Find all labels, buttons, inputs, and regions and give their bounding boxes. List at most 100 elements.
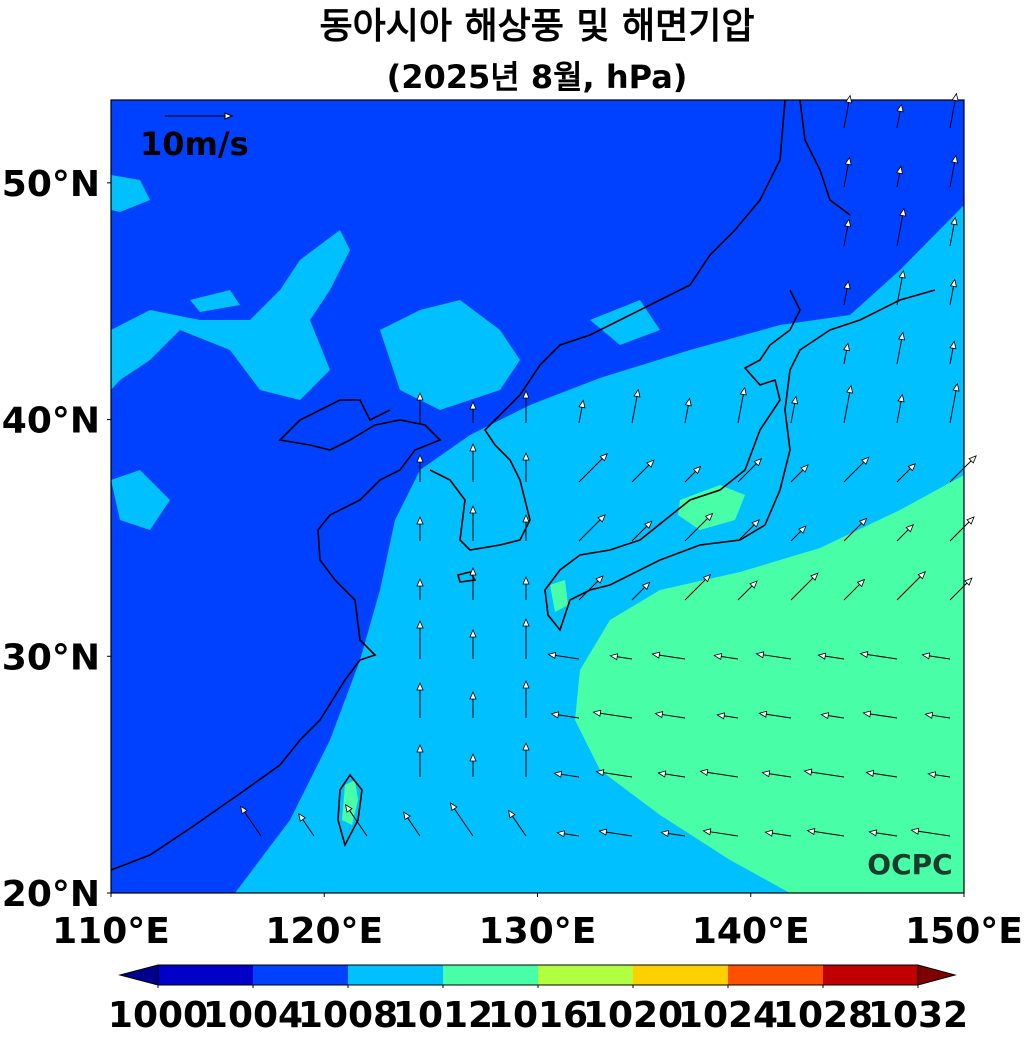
wind-arrow-head: [595, 575, 604, 584]
wind-arrow-head: [469, 400, 477, 410]
colorbar-label: 1020: [583, 995, 683, 1036]
colorbar-segment: [728, 965, 823, 985]
wind-arrow-head: [810, 572, 819, 581]
wind-arrow-shaft: [843, 350, 848, 365]
wind-arrow-head: [907, 462, 917, 472]
wind-arrow-shaft: [631, 396, 638, 424]
coastlines: [111, 100, 936, 871]
wind-arrow-head: [764, 829, 774, 837]
colorbar-segment: [633, 965, 728, 985]
wind-arrow-head: [699, 768, 709, 776]
wind-arrow-shaft: [843, 584, 860, 601]
wind-arrow-head: [817, 652, 827, 660]
wind-arrow-head: [469, 752, 477, 762]
x-tick-label: 130°E: [479, 911, 597, 952]
logo: OCPC: [867, 848, 952, 881]
wind-arrow-shaft: [600, 712, 633, 719]
y-tick-label: 40°N: [2, 401, 100, 442]
wind-arrow-head: [844, 218, 852, 228]
wind-arrow-shaft: [843, 226, 849, 247]
wind-arrow-head: [952, 382, 960, 392]
wind-arrow-head: [949, 278, 957, 288]
wind-arrow-head: [761, 770, 771, 778]
wind-arrow-head: [550, 711, 560, 719]
wind-arrow-shaft: [896, 339, 903, 365]
wind-arrow-head: [921, 652, 931, 660]
wind-arrow-head: [749, 580, 758, 589]
colorbar-label: 1032: [868, 995, 968, 1036]
x-tick-label: 140°E: [692, 911, 810, 952]
wind-arrow-head: [899, 207, 907, 217]
wind-arrow-head: [522, 741, 530, 751]
wind-arrow-head: [950, 216, 958, 226]
wind-arrow-head: [758, 710, 768, 718]
wind-arrow-head: [344, 803, 353, 813]
wind-arrow-shaft: [684, 518, 708, 542]
wind-arrow-shaft: [662, 714, 686, 719]
wind-arrow-shaft: [935, 774, 951, 778]
wind-arrow-shaft: [949, 390, 957, 424]
wind-arrow-head: [791, 395, 799, 405]
wind-arrow-head: [860, 456, 870, 466]
colorbar-segment: [348, 965, 443, 985]
wind-arrow-head: [951, 92, 959, 102]
wind-arrow-head: [646, 459, 655, 468]
wind-arrow-head: [684, 397, 692, 407]
wind-arrow-shaft: [814, 831, 845, 837]
wind-arrow-head: [556, 830, 566, 838]
wind-arrow-shaft: [772, 832, 792, 837]
wind-arrow-head: [654, 711, 664, 719]
wind-arrow-shaft: [873, 772, 898, 778]
wind-arrow-head: [449, 802, 458, 812]
wind-arrow-head: [547, 651, 557, 660]
wind-arrow-shaft: [843, 288, 848, 306]
wind-arrow-shaft: [896, 277, 903, 306]
wind-arrow-head: [859, 651, 869, 659]
wind-arrow-head: [553, 770, 563, 778]
wind-arrow-shaft: [896, 173, 901, 188]
wind-arrow-head: [917, 570, 927, 580]
wind-arrow-shaft: [929, 655, 951, 660]
pressure-fill-high: [342, 475, 964, 893]
wind-arrow-head: [845, 94, 853, 104]
wind-arrow-head: [595, 769, 605, 777]
colorbar-label: 1008: [298, 995, 398, 1036]
wind-arrow-shaft: [578, 407, 583, 424]
axes: 110°E 120°E 130°E 140°E 150°E 20°N 30°N 40°N 50°…: [2, 164, 1023, 952]
wind-arrow-head: [507, 809, 516, 819]
wind-arrow-shaft: [949, 460, 972, 483]
wind-arrow-head: [905, 524, 914, 533]
wind-arrow-shaft: [737, 394, 744, 424]
wind-arrow-head: [751, 519, 760, 528]
wind-arrow-head: [964, 577, 973, 586]
wind-arrow-head: [609, 653, 619, 661]
wind-arrow-head: [657, 770, 667, 778]
subtitle: (2025년 8월, hPa): [387, 58, 688, 96]
wind-arrow-head: [798, 525, 807, 534]
wind-arrow-shaft: [617, 656, 633, 660]
colorbar-label: 1012: [393, 995, 493, 1036]
wind-arrow-shaft: [843, 522, 863, 542]
wind-arrow-head: [702, 828, 712, 836]
wind-arrow-head: [896, 103, 904, 113]
wind-arrow-head: [949, 340, 957, 350]
wind-arrow-head: [950, 154, 959, 164]
wind-arrow-shaft: [555, 654, 580, 660]
wind-arrow-head: [846, 384, 854, 394]
wind-arrow-shaft: [684, 405, 689, 424]
wind-arrow-shaft: [578, 458, 603, 483]
colorbar-segment: [158, 965, 253, 985]
wind-arrow-shaft: [790, 469, 804, 483]
wind-arrow-head: [598, 828, 608, 836]
wind-arrow-head: [865, 769, 875, 778]
wind-arrow-shaft: [659, 654, 686, 660]
wind-arrow-shaft: [870, 713, 898, 719]
wind-arrow-head: [910, 827, 920, 835]
colorbar-segment: [443, 965, 538, 985]
wind-arrow-shaft: [737, 524, 755, 542]
wind-arrow-shaft: [843, 164, 849, 188]
wind-arrow-head: [927, 771, 937, 779]
wind-arrow-head: [522, 513, 530, 523]
wind-arrow-shaft: [876, 832, 898, 837]
wind-arrow-shaft: [949, 224, 955, 247]
